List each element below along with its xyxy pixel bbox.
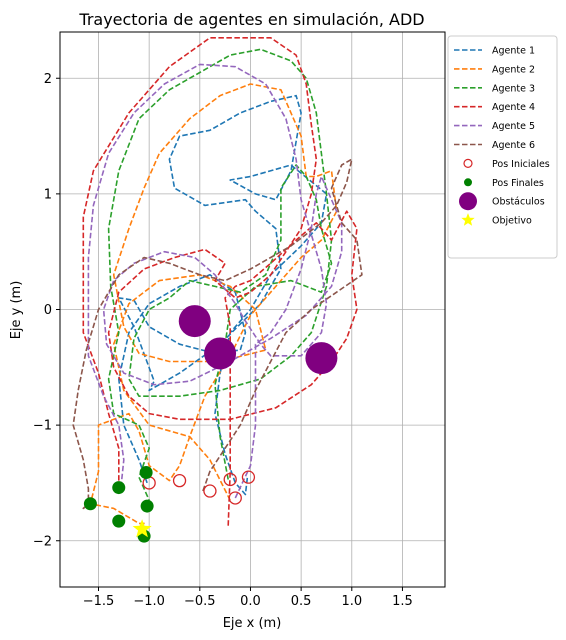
- target-point: [132, 519, 152, 538]
- series-group: [72, 37, 363, 543]
- x-tick-label: 1.5: [392, 594, 413, 609]
- x-tick-label: −0.5: [184, 594, 216, 609]
- series-line-agente-3: [107, 48, 333, 501]
- initial-position-point: [203, 484, 217, 498]
- series-line-agente-1: [118, 94, 328, 496]
- y-tick-label: −2: [33, 534, 52, 549]
- legend-label: Agente 4: [492, 102, 535, 113]
- x-tick-label: 0.0: [240, 594, 261, 609]
- final-position-point: [112, 514, 126, 528]
- y-tick-label: 0: [44, 303, 52, 318]
- initial-position-point: [241, 470, 256, 484]
- x-tick-label: 1.0: [341, 594, 362, 609]
- legend-label: Agente 1: [492, 46, 535, 57]
- obstacle-point: [204, 337, 237, 370]
- legend-label: Pos Finales: [492, 178, 544, 189]
- y-tick-label: 1: [44, 187, 52, 202]
- legend-label: Agente 6: [492, 140, 535, 151]
- legend-swatch: [461, 213, 475, 226]
- legend-swatch: [463, 158, 473, 168]
- final-position-point: [139, 466, 153, 480]
- final-position-point: [83, 497, 97, 511]
- x-axis-label: Eje x (m): [223, 616, 282, 631]
- series-line-agente-6: [72, 158, 363, 510]
- initial-position-point: [172, 473, 187, 488]
- legend-label: Agente 5: [492, 121, 535, 132]
- final-position-point: [112, 481, 126, 495]
- initial-position-point: [228, 491, 242, 505]
- initial-position-point: [223, 472, 237, 487]
- legend-swatch: [459, 192, 477, 211]
- y-axis-label: Eje y (m): [9, 281, 24, 340]
- chart-title: Trayectoria de agentes en simulación, AD…: [78, 10, 424, 29]
- x-tick-label: −1.0: [133, 594, 165, 609]
- legend-label: Obstáculos: [492, 197, 545, 208]
- legend-label: Objetivo: [492, 216, 532, 227]
- legend-label: Pos Iniciales: [492, 159, 550, 170]
- obstacle-point: [305, 342, 338, 375]
- series-line-agente-5: [87, 63, 343, 499]
- legend: Agente 1 Agente 2 Agente 3 Agente 4 Agente 5…: [447, 35, 558, 259]
- x-tick-label: 0.5: [291, 594, 312, 609]
- series-line-agente-4: [82, 37, 358, 526]
- legend-label: Agente 2: [492, 64, 535, 75]
- legend-label: Agente 3: [492, 83, 535, 94]
- obstacle-point: [178, 305, 211, 338]
- legend-swatch: [464, 178, 472, 187]
- y-tick-label: 2: [44, 72, 52, 87]
- final-position-point: [140, 499, 154, 513]
- series-line-agente-2: [89, 83, 338, 525]
- y-tick-label: −1: [33, 419, 52, 434]
- x-tick-label: −1.5: [83, 594, 115, 609]
- plot-area: −1.5 −1.0 −0.5 0.0 0.5 1.0 1.5 −2 −1 0 1 2: [33, 31, 446, 609]
